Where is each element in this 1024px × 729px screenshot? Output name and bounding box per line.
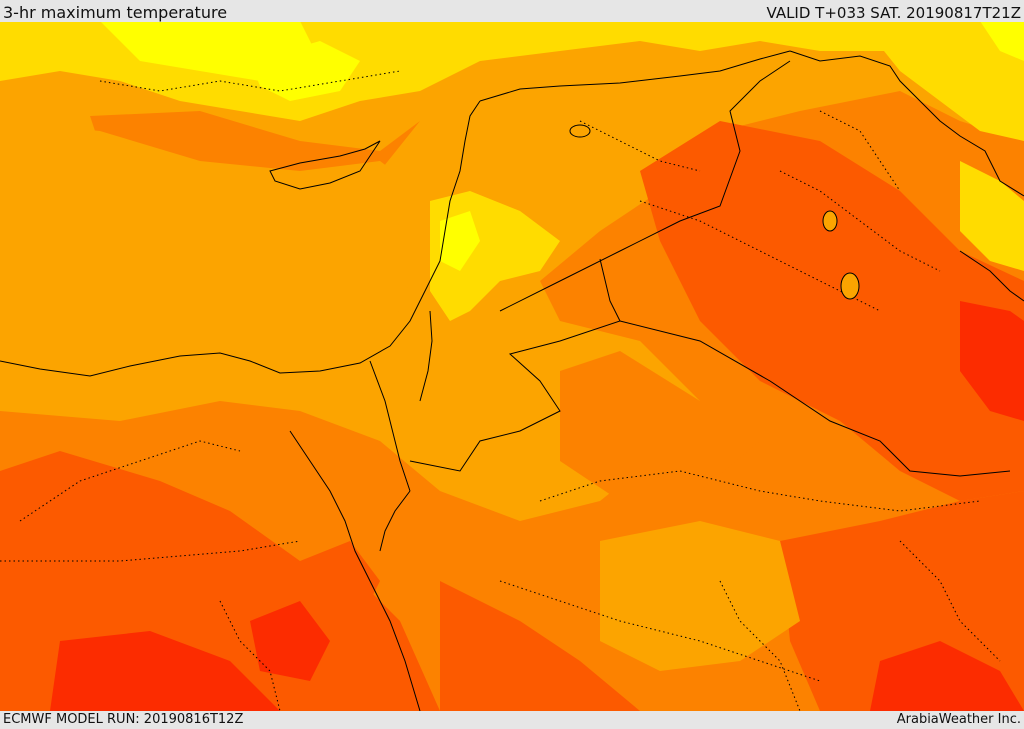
model-run-label: ECMWF MODEL RUN: 20190816T12Z [3,712,244,727]
coolest-zones [100,21,1024,271]
map-title: 3-hr maximum temperature [3,3,228,22]
hottest-zones [50,301,1024,711]
credit-label: ArabiaWeather Inc. [896,712,1021,727]
country-borders [0,50,1024,711]
region-boundaries [0,70,1001,711]
map-footer: ECMWF MODEL RUN: 20190816T12Z ArabiaWeat… [0,711,1024,729]
temperature-map[interactable] [0,21,1024,711]
map-header: 3-hr maximum temperature VALID T+033 SAT… [0,0,1024,22]
temperature-map-svg [0,21,1024,711]
valid-time-label: VALID T+033 SAT. 20190817T21Z [766,4,1021,22]
lakes [569,124,860,300]
mild-zones [0,101,800,671]
